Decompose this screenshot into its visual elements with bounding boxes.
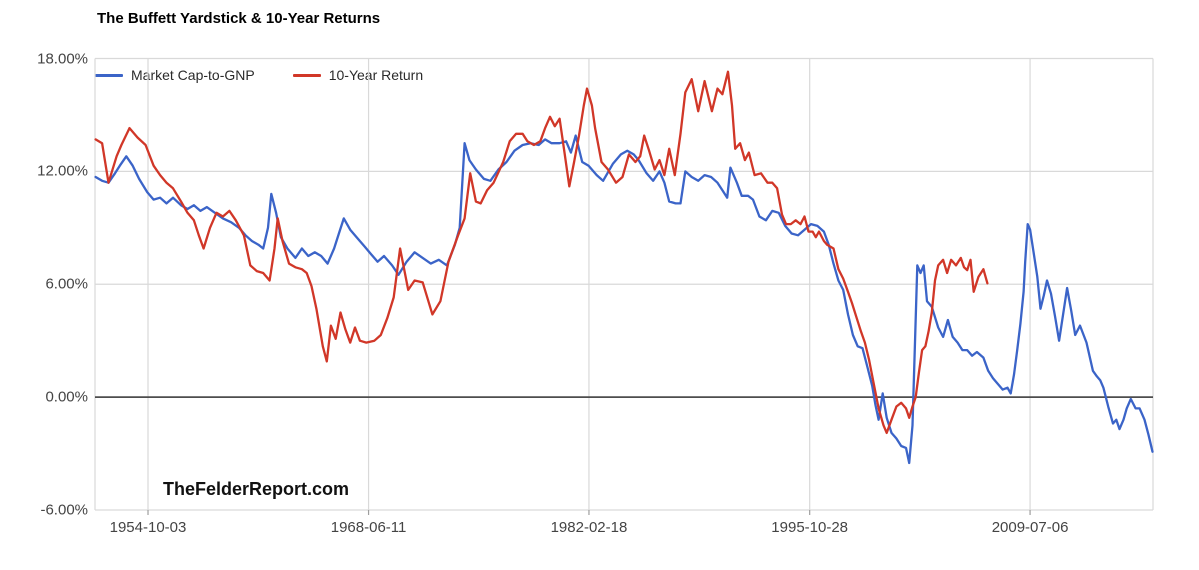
y-tick-label: 0.00% — [45, 388, 88, 406]
watermark: TheFelderReport.com — [163, 479, 350, 499]
x-tick-label: 1968-06-11 — [330, 519, 407, 536]
legend-item-ten-year: 10-Year Return — [292, 67, 424, 83]
legend-item-market-cap: Market Cap-to-GNP — [95, 67, 255, 83]
market-cap-line — [94, 134, 1154, 465]
ten-year-line-swatch — [292, 73, 321, 77]
x-tick-label: 2009-07-06 — [991, 519, 1069, 536]
y-tick-label: 12.00% — [37, 162, 88, 180]
x-tick-label: 1995-10-28 — [771, 519, 849, 536]
x-tick-label: 1954-10-03 — [109, 519, 187, 536]
x-tick-label: 1982-02-18 — [550, 519, 628, 536]
data-series — [94, 70, 1154, 465]
legend: Market Cap-to-GNP 10-Year Return — [95, 67, 423, 83]
gridlines — [94, 57, 1154, 515]
chart-title: The Buffett Yardstick & 10-Year Returns — [97, 10, 381, 27]
market-cap-line-swatch — [95, 73, 123, 77]
y-tick-label: 6.00% — [45, 275, 88, 293]
legend-label-ten-year: 10-Year Return — [328, 67, 424, 83]
y-tick-label: 18.00% — [37, 50, 88, 67]
legend-label-market-cap: Market Cap-to-GNP — [131, 67, 255, 83]
ten-year-return-line — [94, 70, 989, 435]
y-tick-label: -6.00% — [40, 501, 88, 519]
